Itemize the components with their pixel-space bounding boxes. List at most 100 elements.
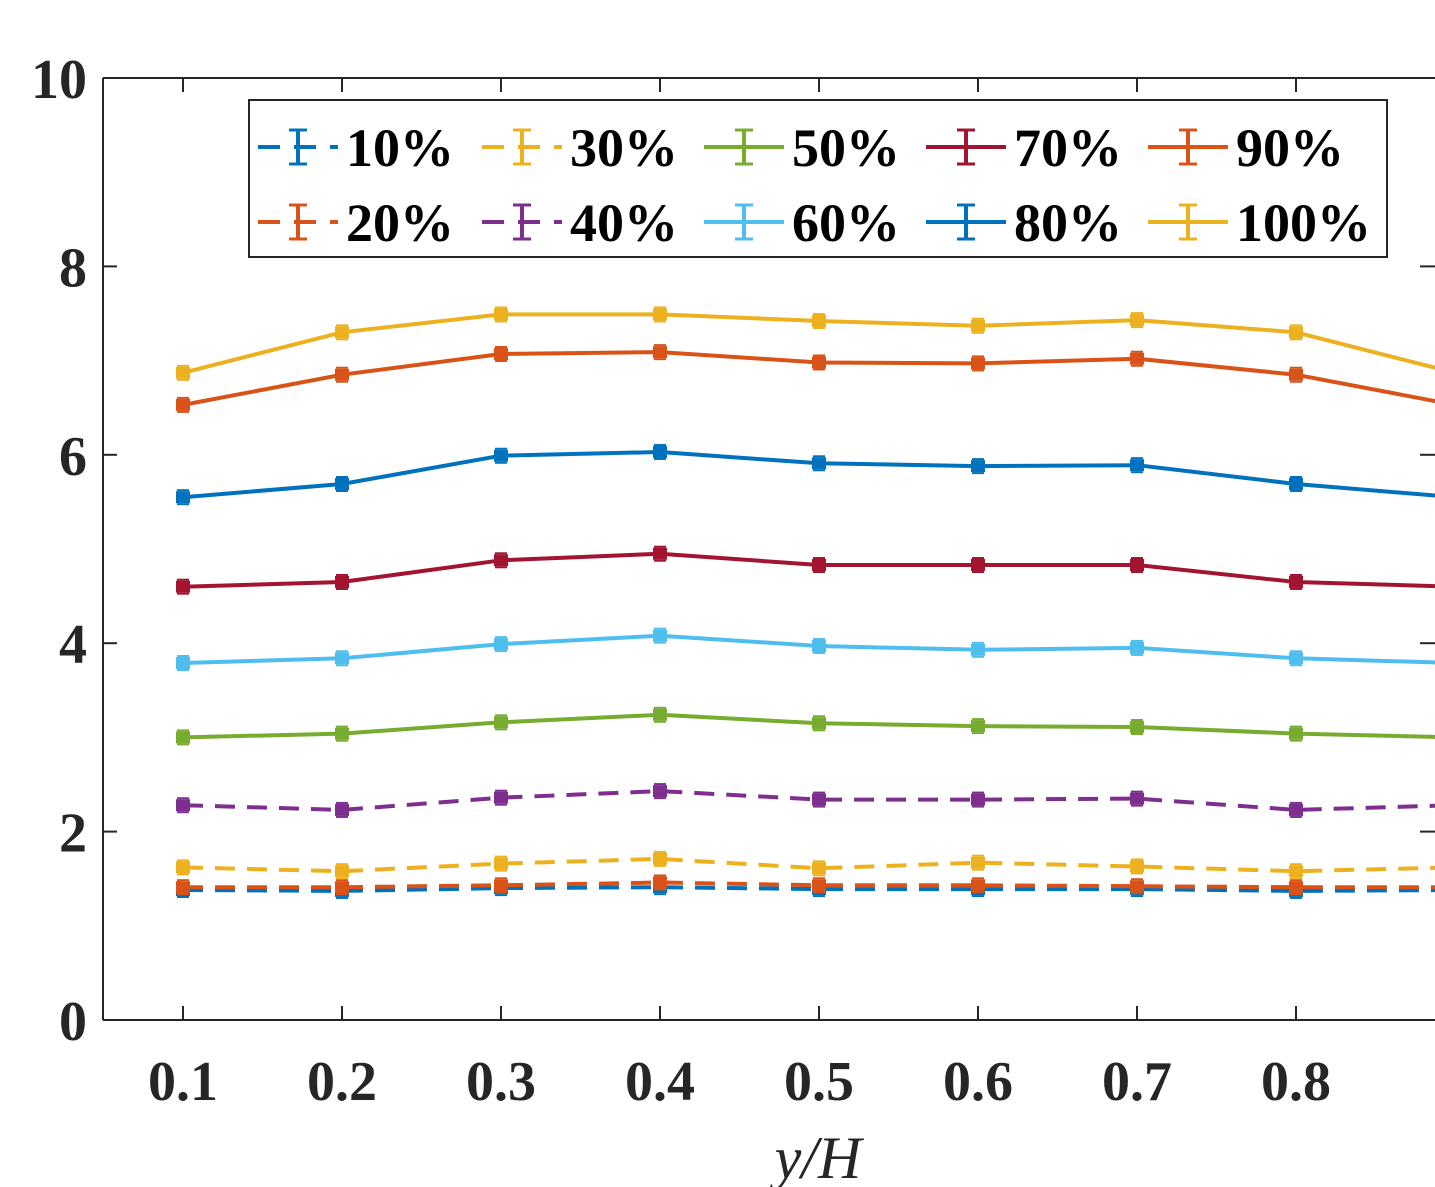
legend-label: 40% [570, 193, 678, 253]
data-point [1130, 641, 1144, 654]
data-point [1130, 880, 1144, 893]
data-point [971, 793, 985, 806]
x-tick-label: 0.6 [943, 1051, 1013, 1113]
legend-label: 60% [792, 193, 900, 253]
series-layer [176, 306, 1435, 899]
legend-label: 100% [1236, 193, 1371, 253]
data-point [812, 315, 826, 328]
data-point [335, 865, 349, 878]
data-point [176, 656, 190, 669]
legend-label: 50% [792, 118, 900, 178]
data-point [1289, 803, 1303, 816]
y-tick-label: 6 [59, 426, 87, 488]
data-point [812, 356, 826, 369]
x-tick-label: 0.5 [784, 1051, 854, 1113]
data-point [494, 308, 508, 321]
data-point [176, 398, 190, 411]
y-tick-label: 0 [59, 991, 87, 1053]
series-60% [176, 627, 1435, 671]
data-point [1130, 792, 1144, 805]
data-point [176, 861, 190, 874]
legend-box [248, 99, 1388, 258]
x-tick-label: 0.4 [625, 1051, 695, 1113]
data-point [494, 791, 508, 804]
series-line [182, 350, 1435, 407]
data-point [176, 580, 190, 593]
data-point [653, 445, 667, 458]
legend-label: 20% [346, 193, 454, 253]
data-point [971, 357, 985, 370]
data-point [971, 720, 985, 733]
data-point [335, 575, 349, 588]
series-70% [176, 545, 1435, 595]
series-line [182, 789, 1435, 812]
series-90% [176, 344, 1435, 413]
data-point [1130, 559, 1144, 572]
data-point [971, 559, 985, 572]
series-line [182, 633, 1435, 665]
data-point [494, 638, 508, 651]
series-40% [176, 783, 1435, 818]
x-tick-label: 0.3 [466, 1051, 536, 1113]
data-point [1289, 326, 1303, 339]
legend-item-40%: 40% [482, 193, 678, 253]
data-point [653, 308, 667, 321]
legend-item-80%: 80% [926, 193, 1122, 253]
data-point [335, 478, 349, 491]
data-point [971, 643, 985, 656]
x-tick-label: 0.7 [1102, 1051, 1172, 1113]
series-30% [176, 850, 1435, 880]
series-line [182, 712, 1435, 740]
y-tick-label: 8 [59, 237, 87, 299]
data-point [1289, 652, 1303, 665]
legend-item-60%: 60% [704, 193, 900, 253]
data-point [494, 857, 508, 870]
series-80% [176, 443, 1435, 506]
data-point [653, 852, 667, 865]
data-point [176, 881, 190, 894]
data-point [335, 881, 349, 894]
legend-item-50%: 50% [704, 118, 900, 178]
legend-label: 30% [570, 118, 678, 178]
legend-item-30%: 30% [482, 118, 678, 178]
data-point [176, 731, 190, 744]
legend-item-70%: 70% [926, 118, 1122, 178]
series-line [183, 880, 1435, 890]
legend-item-100%: 100% [1148, 193, 1371, 253]
series-line [182, 312, 1435, 375]
data-point [812, 793, 826, 806]
data-point [335, 368, 349, 381]
data-point [335, 326, 349, 339]
data-point [812, 457, 826, 470]
data-point [335, 727, 349, 740]
data-point [812, 559, 826, 572]
series-line [182, 551, 1435, 589]
series-100% [176, 306, 1435, 381]
data-point [1130, 860, 1144, 873]
data-point [176, 799, 190, 812]
data-point [971, 879, 985, 892]
data-point [1130, 721, 1144, 734]
data-point [653, 629, 667, 642]
data-point [176, 491, 190, 504]
x-tick-label: 0.2 [307, 1051, 377, 1113]
series-50% [176, 706, 1435, 746]
data-point [335, 803, 349, 816]
data-point [1289, 478, 1303, 491]
series-line [182, 856, 1435, 874]
data-point [494, 554, 508, 567]
series-line [182, 885, 1435, 893]
data-point [1130, 352, 1144, 365]
data-point [1289, 865, 1303, 878]
data-point [653, 785, 667, 798]
series-line [182, 450, 1435, 500]
legend-item-90%: 90% [1148, 118, 1344, 178]
data-point [812, 717, 826, 730]
data-point [176, 366, 190, 379]
legend-item-20%: 20% [258, 193, 454, 253]
series-20% [176, 874, 1435, 896]
data-point [812, 879, 826, 892]
data-point [971, 319, 985, 332]
